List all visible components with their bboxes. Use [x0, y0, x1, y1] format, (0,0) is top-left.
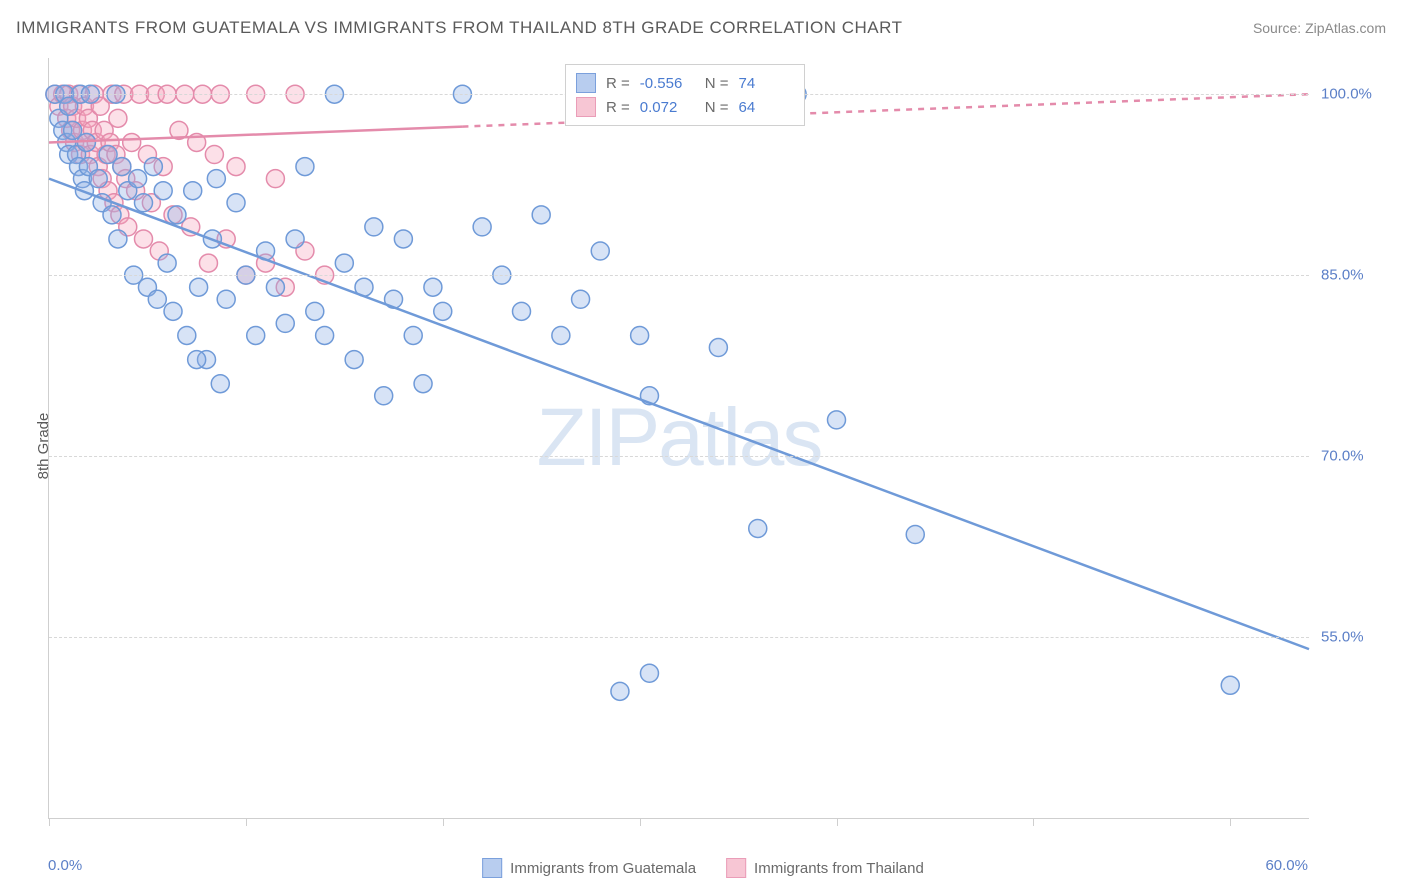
chart-title: IMMIGRANTS FROM GUATEMALA VS IMMIGRANTS …	[16, 18, 902, 38]
correlation-stats-box: R = -0.556 N = 74 R = 0.072 N = 64	[565, 64, 805, 126]
r-label: R =	[606, 99, 630, 116]
stats-row-pink: R = 0.072 N = 64	[576, 95, 794, 119]
legend-label-blue: Immigrants from Guatemala	[510, 860, 696, 877]
n-value-blue: 74	[739, 75, 794, 92]
source-attribution: Source: ZipAtlas.com	[1253, 20, 1386, 36]
stats-row-blue: R = -0.556 N = 74	[576, 71, 794, 95]
x-tick	[1033, 818, 1034, 826]
gridline	[49, 456, 1309, 457]
legend-label-pink: Immigrants from Thailand	[754, 860, 924, 877]
legend-item-pink: Immigrants from Thailand	[726, 858, 924, 878]
legend-bottom: Immigrants from Guatemala Immigrants fro…	[482, 858, 924, 878]
r-value-pink: 0.072	[640, 99, 695, 116]
x-tick	[640, 818, 641, 826]
y-tick-label: 85.0%	[1321, 267, 1391, 284]
source-link[interactable]: ZipAtlas.com	[1305, 20, 1386, 36]
y-tick-label: 70.0%	[1321, 448, 1391, 465]
x-tick	[443, 818, 444, 826]
chart-container: IMMIGRANTS FROM GUATEMALA VS IMMIGRANTS …	[0, 0, 1406, 892]
x-tick	[837, 818, 838, 826]
r-value-blue: -0.556	[640, 75, 695, 92]
gridline	[49, 275, 1309, 276]
x-axis-min-label: 0.0%	[48, 857, 82, 874]
scatter-svg	[49, 58, 1309, 818]
source-label: Source:	[1253, 20, 1301, 36]
n-label: N =	[705, 99, 729, 116]
swatch-blue-icon	[482, 858, 502, 878]
plot-area: ZIPatlas 55.0%70.0%85.0%100.0%	[48, 58, 1309, 819]
swatch-pink-icon	[726, 858, 746, 878]
y-tick-label: 55.0%	[1321, 629, 1391, 646]
gridline	[49, 637, 1309, 638]
n-label: N =	[705, 75, 729, 92]
x-tick	[1230, 818, 1231, 826]
r-label: R =	[606, 75, 630, 92]
x-tick	[246, 818, 247, 826]
x-axis-max-label: 60.0%	[1265, 857, 1308, 874]
n-value-pink: 64	[739, 99, 794, 116]
swatch-blue-icon	[576, 73, 596, 93]
legend-item-blue: Immigrants from Guatemala	[482, 858, 696, 878]
y-tick-label: 100.0%	[1321, 86, 1391, 103]
swatch-pink-icon	[576, 97, 596, 117]
x-tick	[49, 818, 50, 826]
